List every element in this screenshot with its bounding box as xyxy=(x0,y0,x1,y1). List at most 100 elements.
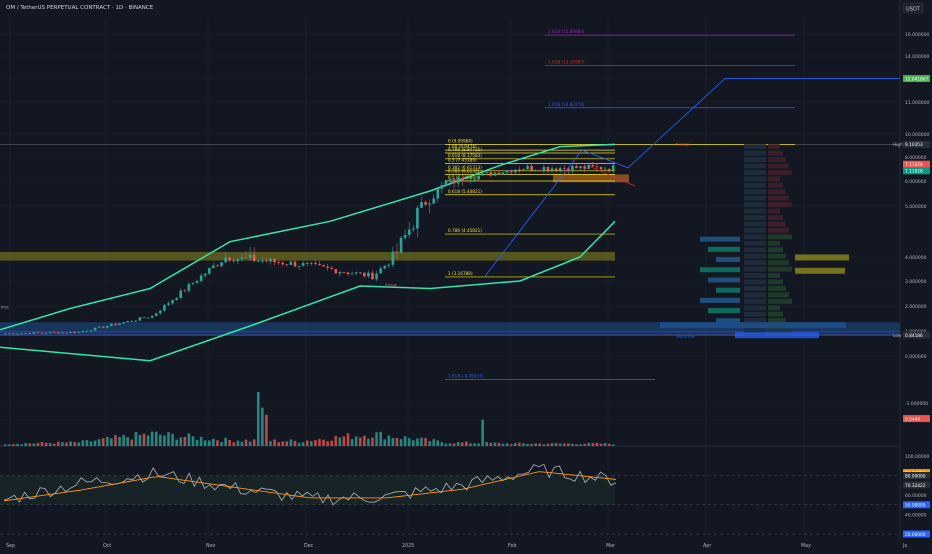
volume-bar xyxy=(265,414,268,446)
volume-bar xyxy=(28,443,32,446)
volume-bar xyxy=(371,437,374,446)
volume-bar xyxy=(481,419,484,446)
candle-body xyxy=(154,313,158,316)
price-tick-label: 0.000000 xyxy=(905,354,927,360)
candle-body xyxy=(220,262,223,267)
volume-bar xyxy=(134,432,138,446)
annotation-average: Average xyxy=(675,142,691,147)
candle-body xyxy=(505,170,509,173)
order-label-box xyxy=(744,227,766,233)
volume-bar xyxy=(305,440,309,446)
volume-bar xyxy=(346,433,350,446)
price-badge xyxy=(903,331,930,339)
currency-button[interactable] xyxy=(902,2,924,14)
volume-bar xyxy=(77,442,81,446)
volume-bar xyxy=(61,442,64,446)
price-axis: 16.00000014.00000012.00000011.00000010.0… xyxy=(893,0,932,550)
volume-bar xyxy=(163,435,166,446)
volume-bar xyxy=(171,433,174,446)
candle-body xyxy=(208,268,211,274)
order-size-bar xyxy=(768,208,780,214)
rsi-badge xyxy=(903,530,930,538)
candle-body xyxy=(546,166,550,171)
candle-body xyxy=(493,172,497,176)
fib-level-label: 0.5 (7.43189) xyxy=(448,158,477,163)
candle-body xyxy=(587,164,591,169)
candle-body xyxy=(558,167,562,171)
volume-bar xyxy=(130,439,134,446)
candle-body xyxy=(183,290,187,292)
ribbon-lower xyxy=(0,220,616,362)
order-size-bar xyxy=(768,273,780,279)
rsi-badge-value: 70.32422 xyxy=(905,483,926,489)
order-size-bar xyxy=(768,260,789,266)
candle-body xyxy=(354,272,358,274)
order-bid-box xyxy=(708,277,740,283)
order-highlight xyxy=(795,254,849,261)
volume-bar xyxy=(69,441,72,446)
volume-bar xyxy=(558,443,562,446)
candle-body xyxy=(24,333,27,334)
volume-bar xyxy=(73,441,76,446)
order-size-bar xyxy=(768,215,783,221)
volume-bar xyxy=(310,441,313,446)
candle-body xyxy=(375,273,378,280)
candle-body xyxy=(469,179,472,181)
candle-body xyxy=(342,272,346,273)
candle-body xyxy=(199,275,203,281)
candle-body xyxy=(522,169,525,170)
volume-bar xyxy=(40,442,44,446)
candle-body xyxy=(150,315,154,318)
rsi-badge xyxy=(903,481,930,489)
rsi-badge-value: 50.00000 xyxy=(905,503,926,509)
order-size-bar xyxy=(768,176,780,182)
volume-bar xyxy=(81,440,85,446)
volume-bar xyxy=(318,439,321,446)
volume-bars xyxy=(4,392,615,446)
fib-level-label: 0.382 (6.6132) xyxy=(448,168,480,173)
order-size-bar xyxy=(768,182,783,188)
price-badge-value: 9.10353 xyxy=(905,142,923,148)
volume-bar xyxy=(350,439,354,446)
candle-body xyxy=(518,169,521,171)
time-tick-label: Feb xyxy=(508,543,517,549)
time-tick-label: May xyxy=(801,543,811,549)
candle-body xyxy=(163,304,166,311)
low-zone xyxy=(0,331,900,336)
candle-body xyxy=(297,265,301,267)
order-label-box xyxy=(744,234,766,240)
candle-body xyxy=(281,262,285,265)
candle-body xyxy=(248,254,252,258)
order-size-bar xyxy=(768,311,783,317)
candle-body xyxy=(167,303,170,305)
order-highlight xyxy=(735,332,819,339)
volume-bar xyxy=(93,440,97,446)
order-label-box xyxy=(744,163,766,169)
time-tick-label: Ju xyxy=(902,543,907,549)
candle-body xyxy=(575,166,578,169)
candle-body xyxy=(118,323,121,325)
volume-bar xyxy=(460,442,464,446)
volume-bar xyxy=(489,442,493,446)
candle-body xyxy=(497,172,501,175)
candle-body xyxy=(407,229,411,236)
order-label-box xyxy=(744,208,766,214)
candle-body xyxy=(57,332,60,334)
candle-body xyxy=(289,261,293,265)
order-label-box xyxy=(744,189,766,195)
order-label-box xyxy=(744,260,766,266)
candle-body xyxy=(595,166,599,168)
volume-bar xyxy=(314,440,317,446)
projection-line xyxy=(484,78,900,277)
price-tick-label: -1.000000 xyxy=(905,401,928,407)
candle-body xyxy=(538,170,542,172)
candle-body xyxy=(465,180,468,182)
fib-level-label: 0.786 (4.45821) xyxy=(448,228,482,233)
fib-level-label: 0.786 (8.84725) xyxy=(448,147,482,152)
volume-bar xyxy=(16,443,19,446)
volume-bar xyxy=(562,443,566,446)
volume-bar xyxy=(448,443,452,446)
candle-body xyxy=(501,172,505,175)
order-size-bar xyxy=(768,189,786,195)
